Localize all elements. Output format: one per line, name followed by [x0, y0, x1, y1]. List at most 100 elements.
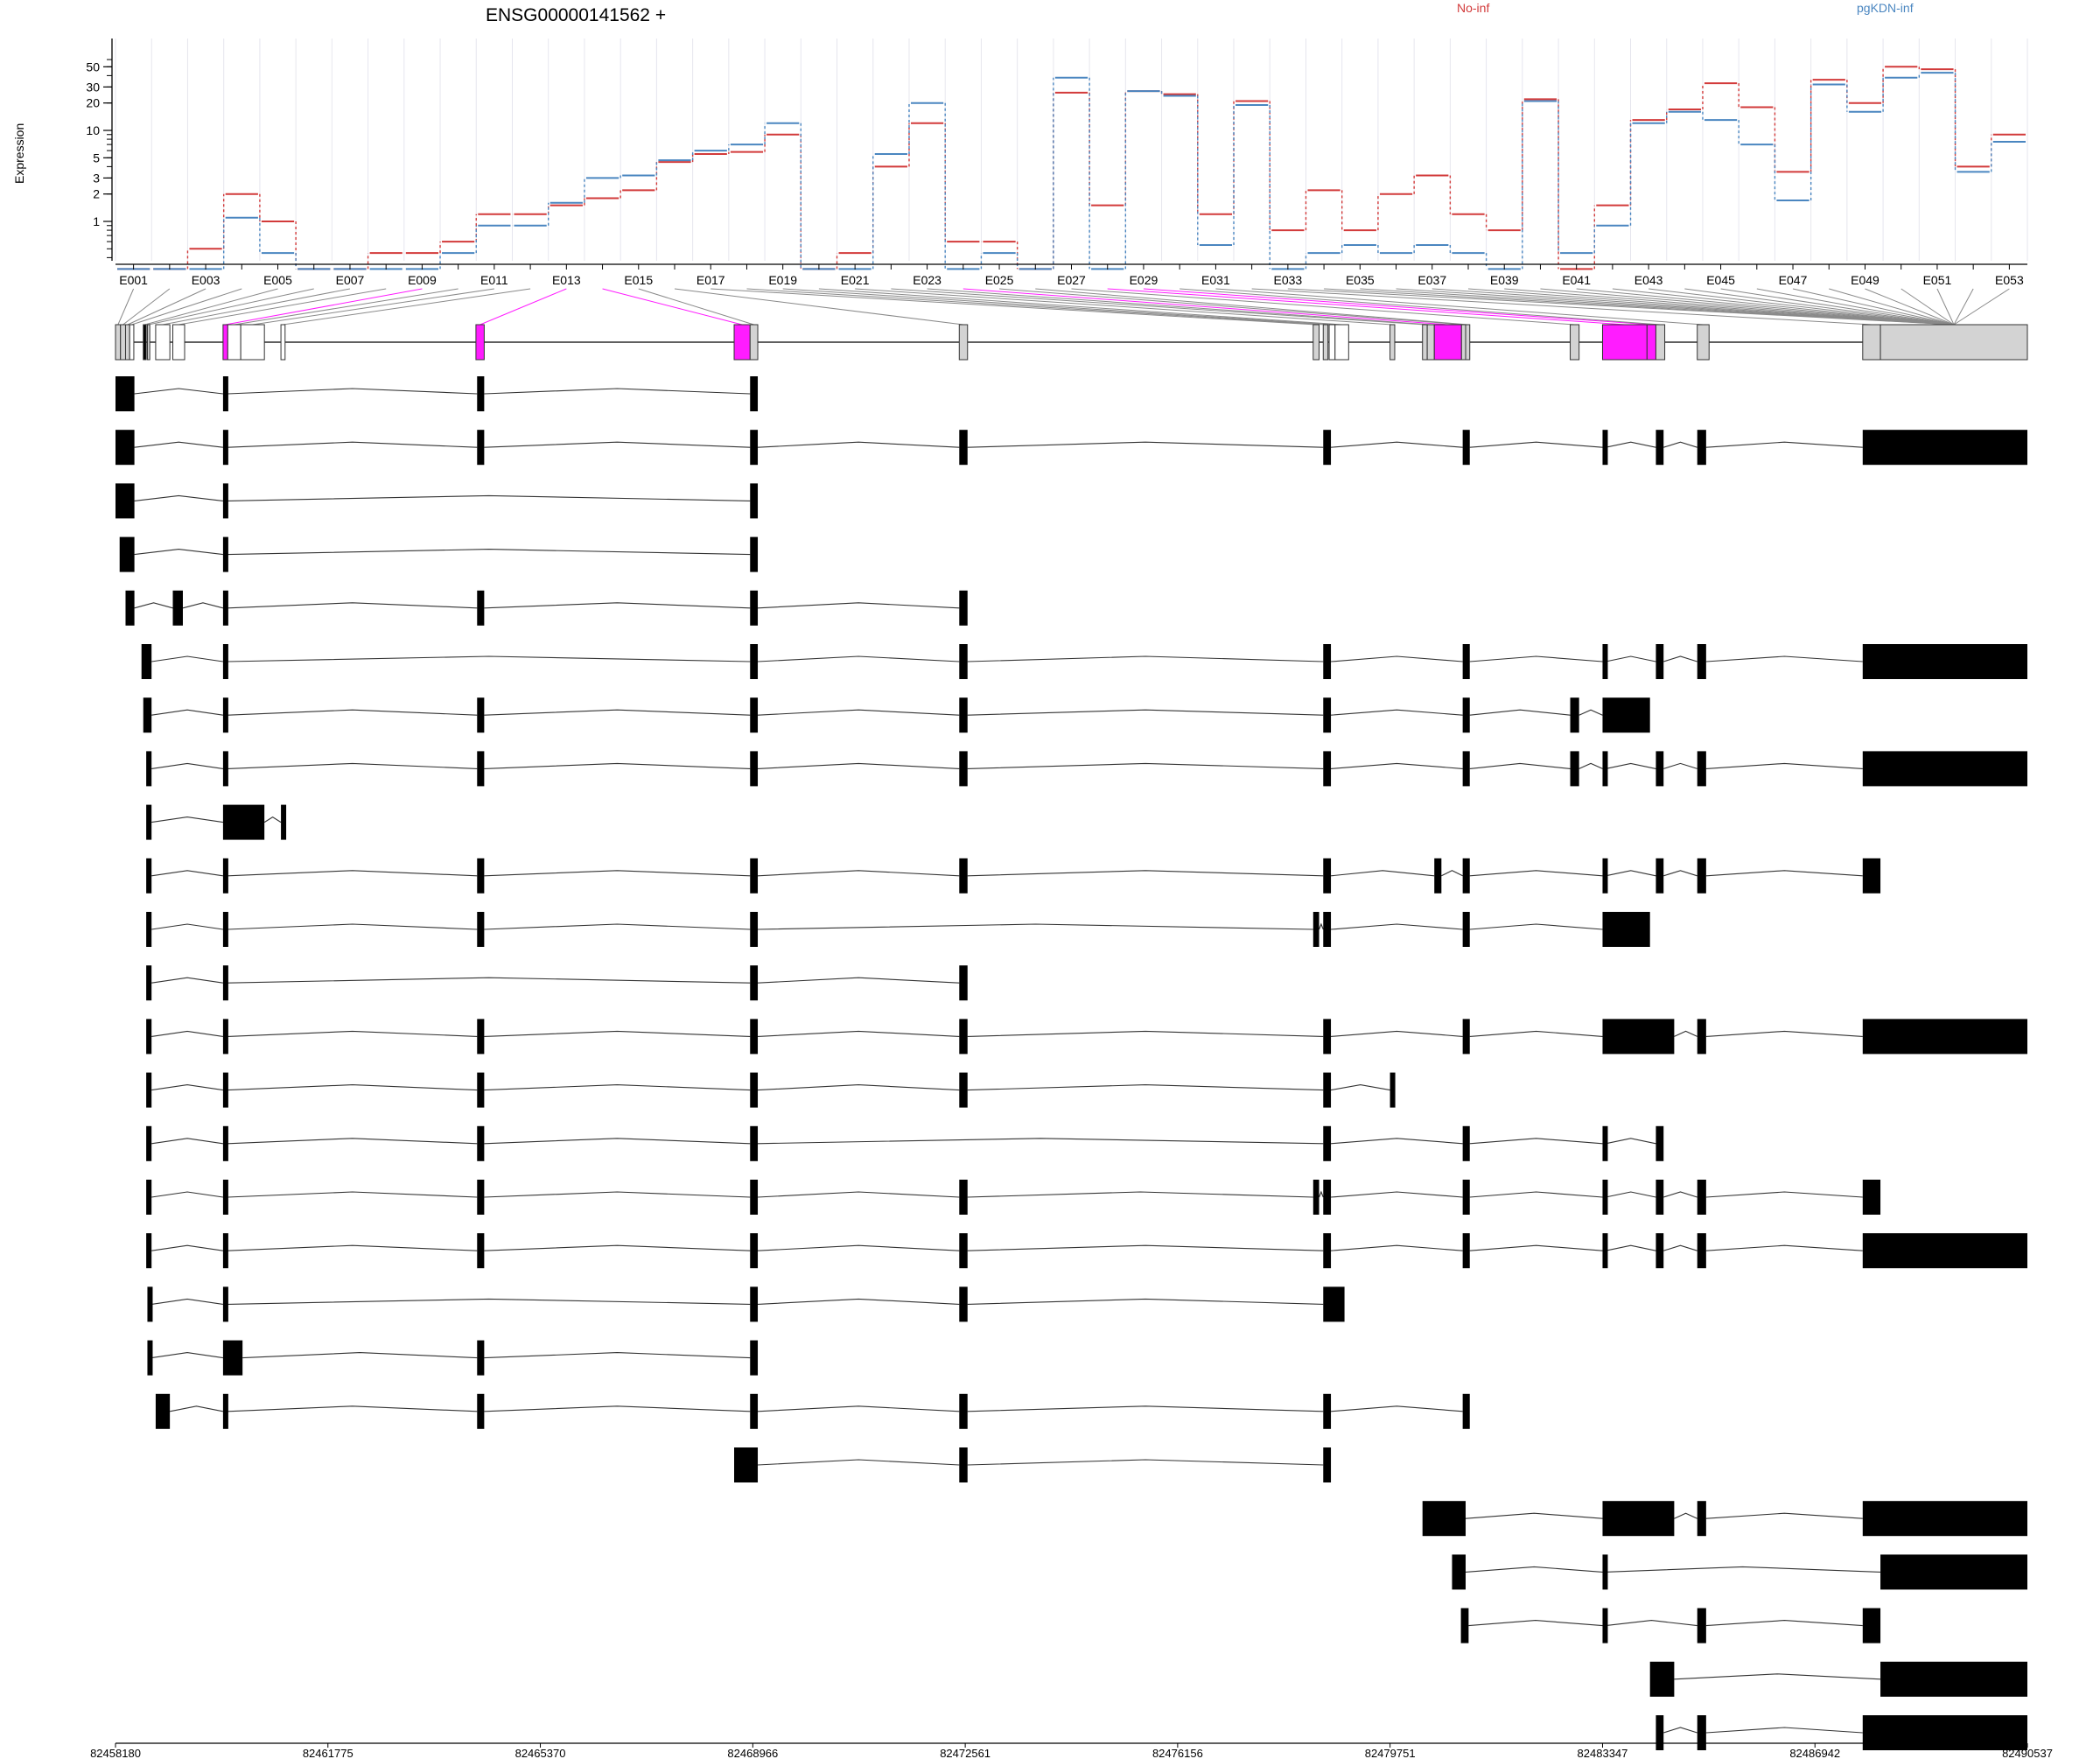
gene-model-exon: [1334, 324, 1349, 361]
exon-connector: [283, 288, 531, 326]
exon-connector: [746, 288, 1326, 326]
gene-model-exon: [172, 324, 186, 361]
transcript-intron: [228, 923, 478, 930]
transcript-exon: [222, 430, 228, 466]
transcript-intron: [134, 441, 223, 448]
transcript-exon: [959, 1019, 968, 1055]
transcript-exon: [750, 483, 759, 519]
transcript-exon: [959, 751, 968, 787]
transcript-exon: [477, 912, 485, 947]
transcript-row: [147, 1340, 759, 1376]
transcript-exon: [959, 430, 968, 466]
gene-model-exon: [733, 324, 751, 361]
gene-model-exon: [1433, 324, 1462, 361]
transcript-exon: [1323, 1019, 1332, 1055]
exon-connector: [818, 288, 1342, 326]
transcript-exon: [125, 590, 135, 626]
transcript-intron: [228, 602, 478, 609]
transcript-row: [1649, 1661, 2027, 1697]
transcript-intron: [1469, 762, 1571, 769]
transcript-intron: [228, 549, 751, 556]
transcript-intron: [1605, 1191, 1656, 1198]
transcript-row: [146, 965, 968, 1001]
transcript-exon: [1602, 912, 1650, 947]
exon-label: E009: [408, 273, 437, 287]
transcript-exon: [1862, 644, 2027, 679]
genomic-axis: 82458180 82461775 82465370 82468966 82472561…: [90, 1742, 2053, 1759]
transcript-exon: [750, 644, 759, 679]
transcript-exon: [146, 858, 152, 894]
exon-connector: [891, 288, 1425, 326]
transcript-exon: [750, 1180, 759, 1215]
y-tick-label: 3: [93, 171, 100, 185]
transcript-intron: [228, 441, 478, 448]
transcript-exon: [222, 1393, 228, 1429]
transcript-exon: [477, 858, 485, 894]
exon-label: E045: [1706, 273, 1735, 287]
genomic-tick-label: 82465370: [515, 1747, 566, 1759]
transcript-exon: [1656, 1715, 1664, 1750]
transcript-exon: [959, 1233, 968, 1269]
genomic-tick-label: 82458180: [90, 1747, 141, 1759]
exon-connector: [927, 288, 1432, 326]
transcript-exon: [146, 912, 152, 947]
transcript-row: [141, 644, 2027, 679]
transcript-exon: [1602, 1608, 1608, 1643]
exon-connector: [117, 288, 135, 326]
transcript-intron: [1331, 1405, 1463, 1412]
transcript-intron: [1605, 1244, 1656, 1251]
transcript-intron: [1469, 1244, 1603, 1251]
gene-model-exon: [240, 324, 265, 361]
transcript-row: [146, 858, 1881, 894]
transcript-row: [1656, 1715, 2027, 1750]
transcript-exon: [477, 1233, 485, 1269]
gene-model-exon: [1862, 324, 1881, 361]
transcript-exon: [1323, 1125, 1332, 1161]
exon-connector: [674, 288, 964, 326]
transcript-exon: [1697, 1180, 1706, 1215]
transcript-exon: [146, 1019, 152, 1055]
exon-connector: [1540, 288, 1955, 326]
transcript-intron: [1663, 1727, 1698, 1734]
exon-connector: [1504, 288, 1955, 326]
gene-model-exon: [1880, 324, 2028, 361]
transcript-intron: [967, 709, 1324, 716]
transcript-exon: [959, 1393, 968, 1429]
transcript-intron: [1465, 1512, 1603, 1519]
transcript-exon: [1697, 1501, 1706, 1537]
y-tick-label: 30: [86, 80, 100, 94]
transcript-exon: [1656, 1233, 1664, 1269]
transcript-exon: [1462, 751, 1470, 787]
transcript-exon: [1462, 430, 1470, 466]
transcript-row: [1452, 1554, 2027, 1590]
transcript-exon: [477, 376, 485, 411]
exon-connector: [178, 288, 387, 326]
transcript-exon: [1880, 1554, 2027, 1590]
transcript-intron: [228, 1298, 751, 1305]
transcript-intron: [484, 1244, 751, 1251]
transcript-intron: [228, 977, 751, 984]
exon-connector: [234, 288, 458, 326]
transcript-intron: [1468, 1620, 1603, 1627]
transcript-intron: [1469, 655, 1603, 662]
transcript-intron: [757, 1030, 960, 1037]
gene-model-exon: [143, 324, 147, 361]
transcript-intron: [757, 762, 960, 769]
transcript-exon: [959, 1286, 968, 1322]
exon-connector: [1143, 288, 1652, 326]
transcript-intron: [757, 655, 960, 662]
exon-label: E047: [1779, 273, 1808, 287]
transcript-exon: [1602, 751, 1608, 787]
transcript-exon: [959, 697, 968, 733]
gene-model-exon: [1328, 324, 1336, 361]
y-tick-label: 10: [86, 123, 100, 137]
exon-label: E007: [336, 273, 365, 287]
transcript-exon: [116, 376, 135, 411]
transcript-exon: [959, 858, 968, 894]
exon-label: E027: [1057, 273, 1086, 287]
transcript-exon: [1862, 1233, 2027, 1269]
exon-gridlines: [115, 39, 2028, 261]
transcript-exon: [1390, 1072, 1396, 1108]
transcript-exon: [734, 1447, 759, 1482]
transcript-intron: [151, 762, 223, 769]
